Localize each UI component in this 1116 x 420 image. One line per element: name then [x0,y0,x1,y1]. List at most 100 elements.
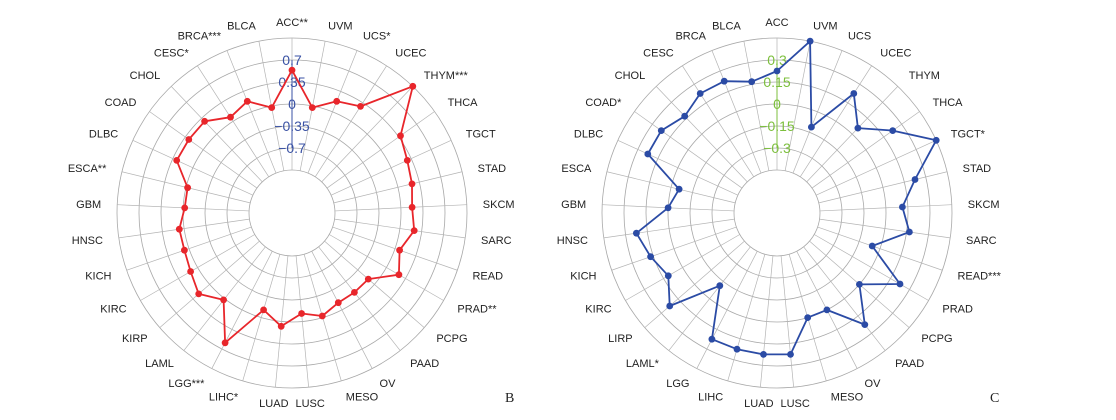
category-label: PRAD [942,304,973,316]
radar-panel-c: 0.3 0.15 0 −0.15 −0.3 ACC UVM UCS UCEC THYM THCA TG… [557,17,1002,410]
category-label: KIRP [122,333,148,345]
grid-spoke [118,218,250,239]
data-point [666,302,674,310]
data-point [187,268,195,275]
category-label: LIRP [608,333,632,345]
data-point [243,97,251,105]
grid-spoke [811,111,920,189]
data-point [201,117,209,125]
category-label: UVM [813,20,837,32]
grid-spoke [682,65,755,178]
grid-spoke [126,226,252,271]
radial-tick-label: −0.15 [759,118,795,134]
category-label: GBM [76,199,101,211]
category-label: MESO [346,391,379,403]
series-line [175,69,416,344]
grid-spoke [324,240,425,328]
data-point [861,321,869,328]
category-label: SKCM [483,199,515,211]
category-label: SARC [966,235,997,247]
data-point [868,242,876,250]
grid-ring [733,169,821,257]
category-label: BRCA*** [178,31,222,43]
data-point [696,90,704,97]
data-point [395,271,403,279]
data-point [808,123,815,131]
grid-spoke [321,86,414,183]
category-label: UCS* [363,31,391,43]
category-label: DLBC [89,129,118,141]
grid-ring [248,169,336,257]
grid-spoke [333,171,463,204]
data-point [220,296,228,304]
data-point [748,78,756,86]
grid-spoke [760,255,774,388]
data-point [854,124,862,132]
grid-spoke [819,218,951,239]
data-point [308,104,316,111]
series-line [635,40,938,356]
data-point [681,112,689,120]
data-point [260,306,267,314]
data-point [708,335,716,343]
category-label: STAD [963,163,992,175]
grid-spoke [727,254,766,382]
data-point [664,272,672,280]
data-point [364,275,372,283]
radial-tick-label: −0.3 [763,140,791,156]
grid-spoke [668,246,751,351]
data-point [720,77,728,85]
grid-spoke [132,139,254,196]
grid-spoke [197,65,270,178]
grid-spoke [295,255,309,388]
grid-spoke [275,255,289,388]
category-label: KICH [85,270,111,282]
category-label: BRCA [675,31,706,43]
category-label: KICH [570,270,596,282]
data-point [351,289,358,296]
category-label: ESCA** [68,163,107,175]
data-point [899,203,906,211]
data-point [850,90,858,97]
category-label: KIRC [585,304,611,316]
data-point [357,103,364,110]
grid-spoke [818,171,948,204]
category-label: BLCA [712,20,741,32]
category-label: THCA [933,97,964,109]
category-label: ESCA [561,163,592,175]
grid-spoke [242,254,281,382]
grid-spoke [334,218,466,239]
category-label: TGCT* [951,129,986,141]
radial-tick-label: 0.15 [763,74,790,90]
category-label: PRAD** [457,304,497,316]
category-label: COAD* [585,97,622,109]
data-point [410,227,418,235]
data-point [760,351,767,358]
category-label: MESO [831,391,864,403]
data-point [911,176,919,183]
radial-tick-label: 0 [773,96,781,112]
data-point [403,157,411,164]
data-point [409,82,417,90]
grid-spoke [332,226,458,271]
grid-spoke [226,50,277,174]
data-point [334,299,342,307]
category-label: BLCA [227,20,256,32]
panel-label: B [505,391,514,406]
data-point [175,225,183,233]
data-point [318,312,326,320]
data-point [675,185,683,193]
grid-spoke [140,234,255,301]
data-point [195,290,203,298]
category-label: CESC [643,47,674,59]
data-point [277,322,285,330]
category-label: UCS [848,31,871,43]
grid-spoke [655,86,748,183]
grid-spoke [644,240,745,328]
data-point [823,306,831,314]
grid-spoke [329,234,444,301]
data-point [664,204,672,212]
grid-spoke [311,251,373,369]
grid-spoke [307,50,358,174]
